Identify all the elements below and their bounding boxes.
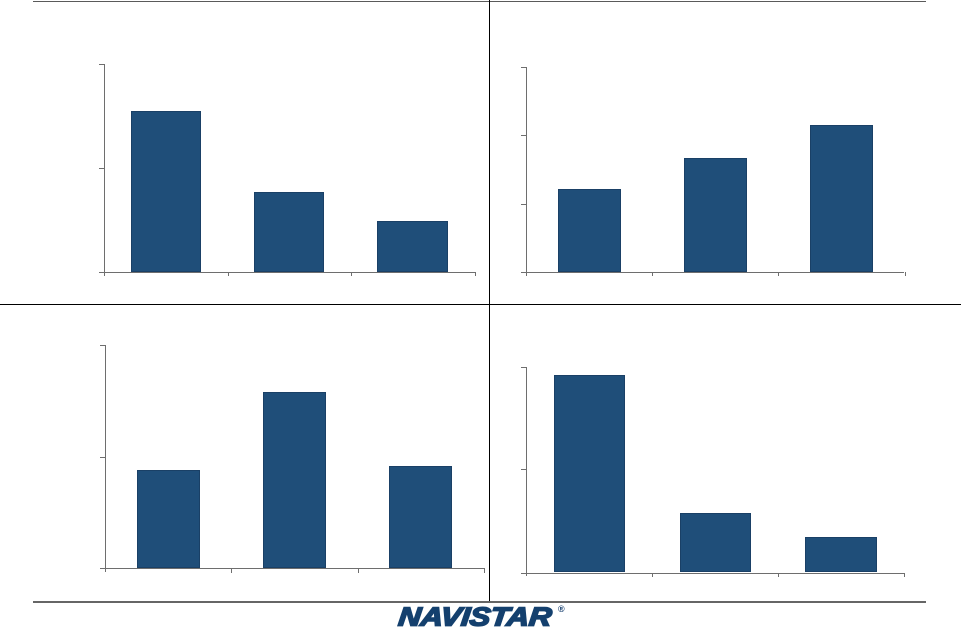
svg-text:NAVISTAR: NAVISTAR <box>397 601 553 627</box>
svg-text:®: ® <box>558 604 565 614</box>
